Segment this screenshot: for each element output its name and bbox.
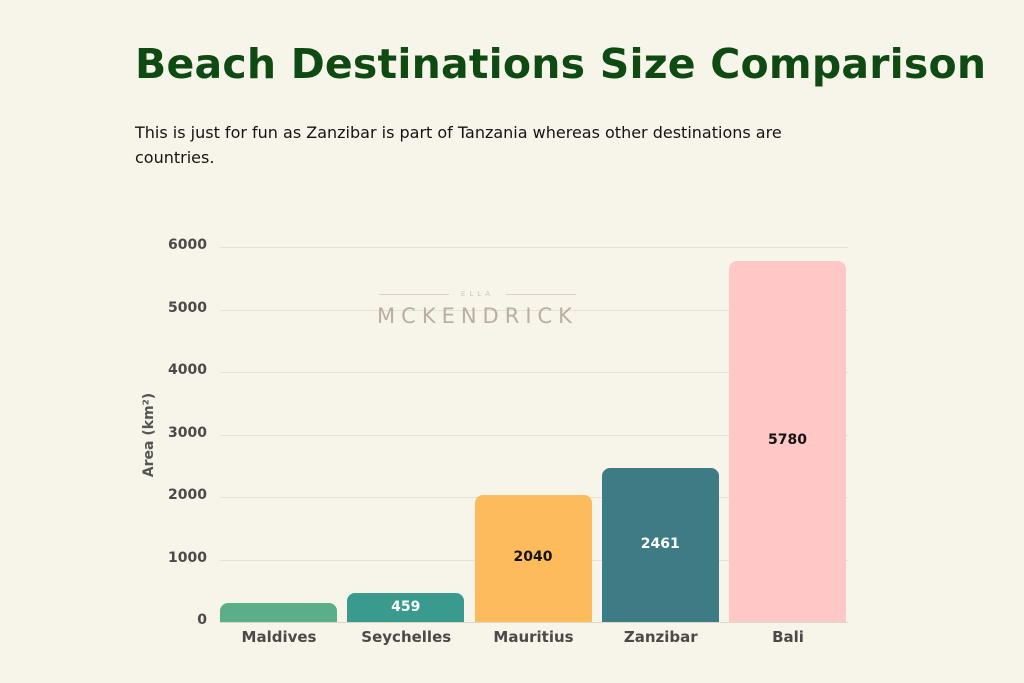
bar-zanzibar: 2461 (601, 468, 719, 622)
x-tick-label: Bali (772, 628, 804, 646)
y-tick-label: 3000 (168, 424, 207, 441)
bar-value-label: 5780 (768, 432, 807, 449)
x-tick-label: Seychelles (361, 628, 452, 646)
x-tick-label: Mauritius (493, 628, 574, 646)
watermark-rule (378, 293, 449, 295)
bar-mauritius: 2040 (474, 494, 592, 622)
bar-value-label: 459 (391, 598, 421, 615)
x-tick-label: Maldives (241, 628, 317, 646)
watermark-logo: ELLA MCKENDRICK (365, 290, 590, 328)
bar-value-label: 2040 (513, 549, 553, 566)
gridline (220, 434, 848, 436)
chart-title: Beach Destinations Size Comparison (135, 40, 987, 88)
gridline (220, 309, 848, 311)
bar-maldives (220, 603, 337, 622)
bar-bali: 5780 (729, 260, 846, 622)
y-tick-label: 0 (197, 612, 207, 628)
y-tick-label: 5000 (168, 299, 207, 316)
y-tick-label: 1000 (168, 549, 207, 566)
watermark-large-text: MCKENDRICK (377, 304, 578, 328)
x-tick-label: Zanzibar (623, 628, 698, 646)
watermark-small-text: ELLA (460, 290, 495, 298)
gridline (220, 372, 848, 373)
bar-seychelles: 459 (347, 593, 465, 622)
chart-subtitle: This is just for fun as Zanzibar is part… (135, 123, 782, 167)
gridline (220, 247, 848, 248)
y-tick-label: 2000 (168, 487, 207, 503)
y-tick-label: 6000 (168, 237, 207, 253)
y-tick-label: 4000 (168, 362, 207, 378)
watermark-rule (506, 293, 577, 295)
x-axis-line (220, 622, 848, 623)
bar-value-label: 2461 (640, 536, 680, 553)
